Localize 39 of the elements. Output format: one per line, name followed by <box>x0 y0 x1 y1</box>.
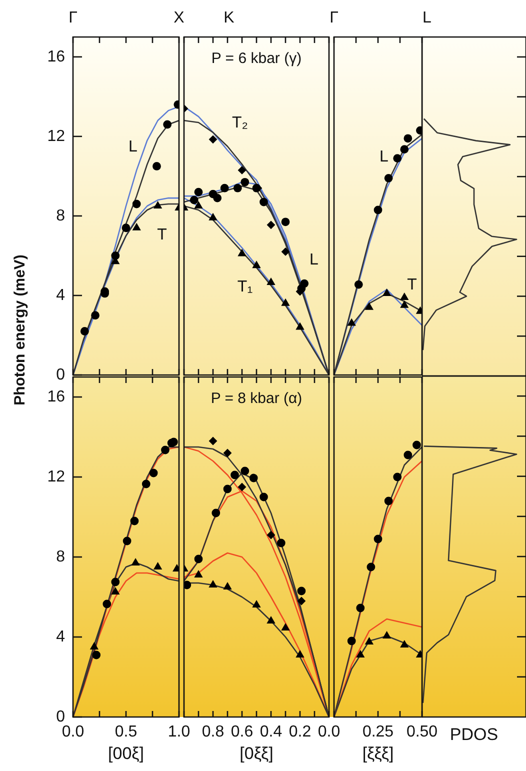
text: Γ <box>68 9 78 26</box>
y-tick-label: 16 <box>47 48 66 66</box>
annotation: T <box>407 276 418 294</box>
annotation: T₂ <box>232 114 248 132</box>
annotation: L <box>310 251 319 268</box>
y-tick-label: 12 <box>47 468 66 486</box>
y-tick-label: 4 <box>56 286 66 304</box>
x-tick-label: 0.0 <box>318 723 340 740</box>
x-tick-label: 0.50 <box>406 723 438 740</box>
x-tick-label: 0.4 <box>260 723 282 740</box>
annotation: T₁ <box>237 278 253 296</box>
x-tick-label: 0.25 <box>362 723 394 740</box>
x-axis-title: [0ξξ] <box>240 744 274 764</box>
y-tick-label: 8 <box>56 207 66 224</box>
text: Γ <box>330 9 339 26</box>
y-tick-label: 8 <box>56 548 66 566</box>
x-tick-label: 0.0 <box>62 723 84 740</box>
annotation: L <box>128 138 138 156</box>
y-tick-label: 12 <box>47 128 66 145</box>
y-axis-title: Photon energy (meV) <box>12 254 28 406</box>
text: P = 8 kbar (α) <box>210 390 302 408</box>
y-tick-label: 0 <box>56 708 66 726</box>
x-tick-label: 0.2 <box>288 723 312 740</box>
y-tick-label: 16 <box>47 388 66 406</box>
text: K <box>224 9 235 26</box>
y-tick-label: 0 <box>56 366 66 384</box>
text: L <box>422 9 432 26</box>
annotation: L <box>380 148 389 166</box>
x-tick-label: 0.5 <box>114 723 138 740</box>
text: P = 6 kbar (γ) <box>211 50 302 68</box>
x-axis-title: [ξξξ] <box>362 744 394 764</box>
x-tick-label: 1.0 <box>168 723 190 740</box>
x-tick-label: 0.6 <box>230 723 254 740</box>
x-axis-title: [00ξ] <box>108 744 144 764</box>
y-tick-label: 4 <box>56 628 66 646</box>
text: X <box>174 9 185 26</box>
x-axis-title: PDOS <box>450 725 498 744</box>
x-tick-label: 0.8 <box>202 723 224 740</box>
annotation: T <box>157 226 168 244</box>
